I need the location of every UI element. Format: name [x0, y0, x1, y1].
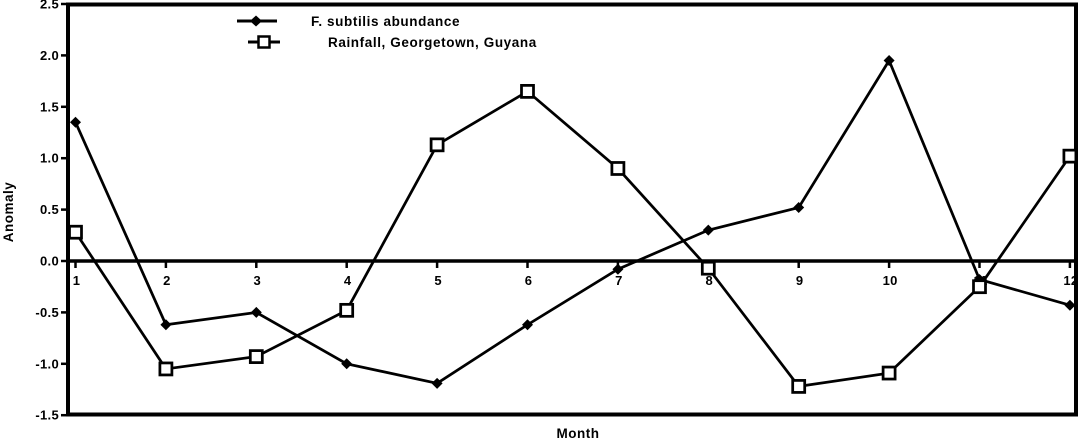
data-point-square-rainfall: [158, 361, 174, 377]
x-axis-label: Month: [557, 426, 600, 441]
legend: F. subtilis abundance Rainfall, Georgeto…: [237, 14, 537, 50]
x-tick-label: 8: [706, 273, 714, 288]
data-point-diamond-abundance: [793, 202, 805, 214]
y-tick-label: 2.0: [40, 48, 59, 63]
x-tick-label: 2: [163, 273, 171, 288]
data-point-diamond-abundance: [341, 358, 353, 370]
x-tick-label: 1: [73, 273, 81, 288]
legend-item-abundance: F. subtilis abundance: [237, 14, 460, 29]
plot-frame: [66, 2, 1078, 417]
y-tick-label: 2.5: [40, 0, 59, 12]
x-tick-label: 3: [254, 273, 262, 288]
plot-frame-layer: [66, 2, 1078, 417]
legend-label-rainfall: Rainfall, Georgetown, Guyana: [328, 35, 537, 50]
square-marker-icon: [257, 35, 271, 49]
data-point-square-rainfall: [972, 279, 987, 295]
y-tick-label: -0.5: [35, 305, 59, 320]
data-point-square-rainfall: [700, 260, 716, 276]
data-point-diamond-abundance: [431, 377, 443, 389]
data-point-diamond-abundance: [883, 55, 895, 67]
data-point-diamond-abundance: [70, 116, 81, 128]
x-tick-label: 12: [1063, 273, 1078, 288]
data-point-diamond-abundance: [250, 306, 262, 318]
data-point-diamond-abundance: [702, 224, 714, 236]
series-line-abundance: [74, 57, 1071, 385]
legend-item-rainfall: Rainfall, Georgetown, Guyana: [248, 35, 537, 50]
y-tick-label: 0.0: [40, 254, 59, 269]
x-tick-label: 6: [525, 273, 533, 288]
axis-ticks-layer: 2.52.01.51.00.50.0-0.5-1.0-1.51 2 3 4 5 6 7 8 9 1…: [35, 0, 1078, 423]
series-line-rainfall: [74, 89, 1072, 388]
data-point-square-rainfall: [520, 84, 535, 99]
data-point-diamond-abundance: [522, 319, 533, 331]
data-point-diamond-abundance: [612, 263, 624, 275]
diamond-marker-icon: [250, 15, 262, 27]
data-point-square-rainfall: [248, 349, 264, 364]
data-series-layer: [68, 55, 1078, 394]
legend-label-abundance: F. subtilis abundance: [311, 14, 460, 29]
x-tick-label: 7: [615, 273, 623, 288]
y-tick-label: 0.5: [40, 202, 59, 217]
data-point-square-rainfall: [429, 137, 445, 153]
data-point-diamond-abundance: [160, 319, 172, 331]
data-point-square-rainfall: [881, 365, 897, 381]
x-tick-label: 10: [883, 273, 898, 288]
y-tick-label: -1.5: [35, 408, 59, 423]
y-tick-label: -1.0: [35, 356, 59, 371]
x-tick-label: 9: [796, 273, 804, 288]
data-point-diamond-abundance: [1064, 299, 1076, 311]
x-tick-label: 4: [344, 273, 352, 288]
data-point-square-rainfall: [68, 224, 83, 240]
data-point-square-rainfall: [1062, 148, 1078, 164]
data-point-square-rainfall: [610, 161, 626, 176]
data-point-square-rainfall: [339, 302, 355, 318]
x-tick-label: 5: [434, 273, 442, 288]
y-axis-label: Anomaly: [1, 182, 16, 243]
y-tick-label: 1.5: [40, 99, 59, 114]
y-tick-label: 1.0: [40, 151, 59, 166]
data-point-square-rainfall: [791, 379, 807, 394]
